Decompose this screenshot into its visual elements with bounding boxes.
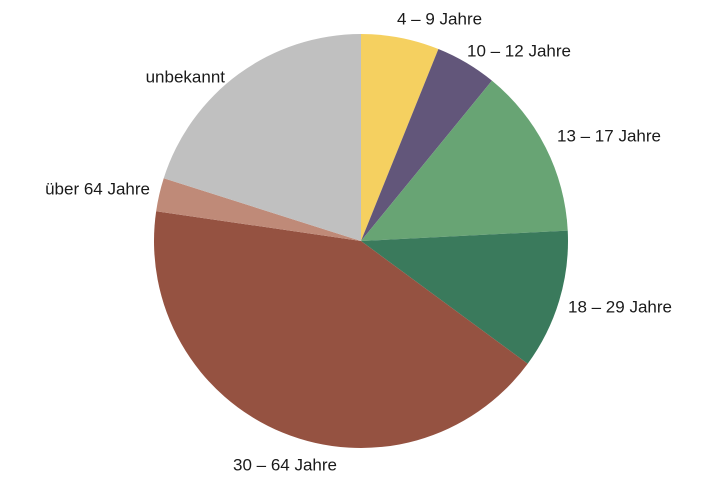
pie-slice bbox=[361, 49, 492, 241]
slice-label: 4 – 9 Jahre bbox=[397, 9, 482, 28]
slice-label: 18 – 29 Jahre bbox=[568, 297, 672, 316]
pie-slice bbox=[361, 230, 568, 364]
pie-slice bbox=[156, 178, 361, 241]
pie-slice bbox=[361, 80, 568, 242]
pie-slice bbox=[153, 211, 528, 449]
slice-label: 30 – 64 Jahre bbox=[233, 455, 337, 474]
pie-slice bbox=[361, 34, 439, 241]
pie-slice bbox=[163, 34, 361, 241]
slice-label: unbekannt bbox=[146, 67, 226, 86]
slice-label: 13 – 17 Jahre bbox=[557, 126, 661, 145]
slice-label: über 64 Jahre bbox=[45, 179, 150, 198]
slice-label: 10 – 12 Jahre bbox=[467, 41, 571, 60]
